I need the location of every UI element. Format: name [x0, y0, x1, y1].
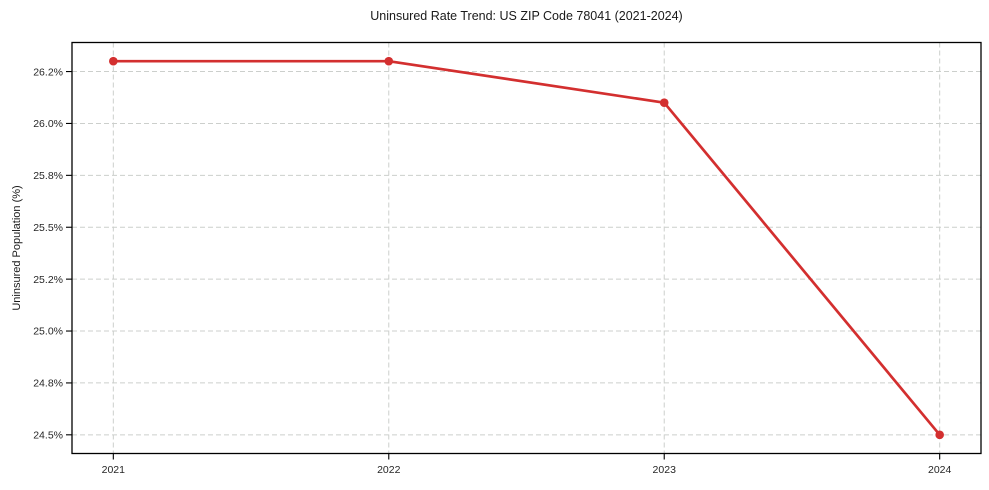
- data-point-marker: [659, 98, 669, 107]
- data-point-markers: [109, 56, 944, 440]
- chart-title: Uninsured Rate Trend: US ZIP Code 78041 …: [370, 9, 682, 23]
- x-tick-label: 2021: [102, 464, 126, 476]
- data-point-marker: [109, 56, 118, 66]
- series-uninsured-rate: [109, 56, 944, 440]
- y-tick-label: 25.2%: [33, 274, 63, 286]
- y-tick-labels: 24.5% 24.8% 25.0% 25.2% 25.5% 25.8% 26.0% 26.2%: [33, 66, 63, 441]
- trend-line: [111, 59, 942, 437]
- x-tick-label: 2022: [377, 464, 401, 476]
- y-tick-label: 24.5%: [33, 430, 63, 442]
- y-tick-label: 26.2%: [33, 66, 63, 78]
- x-tick-labels: 2021 2022 2023 2024: [102, 464, 952, 476]
- x-tick-label: 2024: [928, 464, 952, 476]
- y-tick-label: 24.8%: [33, 378, 63, 390]
- gridlines: [72, 42, 981, 454]
- y-tick-label: 25.8%: [33, 170, 63, 182]
- data-point-marker: [384, 56, 394, 66]
- y-tick-label: 25.0%: [33, 326, 63, 338]
- y-tick-label: 25.5%: [33, 222, 63, 234]
- y-axis-label: Uninsured Population (%): [11, 185, 23, 310]
- y-tick-label: 26.0%: [33, 118, 63, 130]
- axis-tick-marks: [66, 71, 941, 460]
- x-tick-label: 2023: [653, 464, 677, 476]
- plot-border: [71, 41, 982, 455]
- data-point-marker: [935, 430, 944, 440]
